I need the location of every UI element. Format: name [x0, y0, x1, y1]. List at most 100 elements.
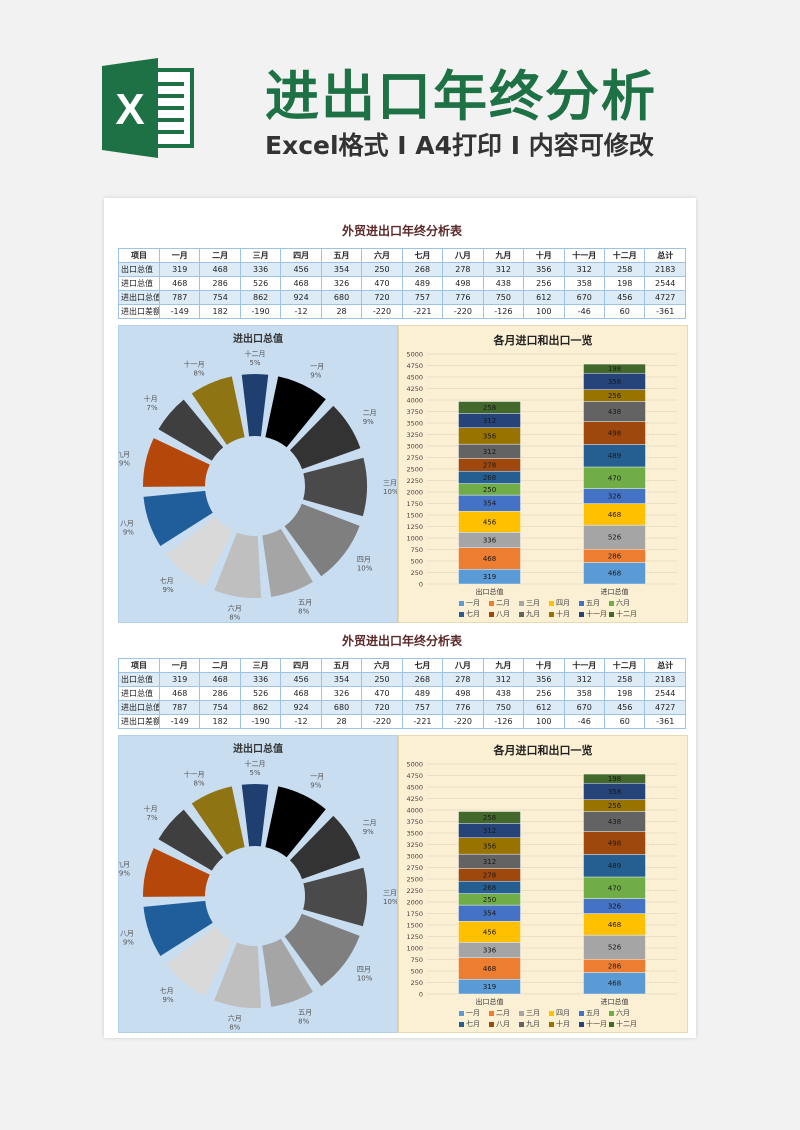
legend-item: 七月: [459, 1019, 489, 1030]
y-tick-label: 3500: [406, 420, 423, 428]
table-row: 进出口差额 -149 182 -190 -12 28 -220 -221 -220 -126 100…: [118, 304, 686, 319]
legend-label: 三月: [526, 599, 540, 607]
table-cell: 进口总值: [118, 276, 160, 291]
table-cell: 456: [603, 290, 646, 305]
y-tick-label: 2750: [406, 864, 423, 872]
table-cell: 出口总值: [118, 672, 160, 687]
legend-label: 十一月: [586, 610, 607, 618]
column-header: 十月: [523, 248, 565, 263]
table-cell: -149: [158, 304, 201, 319]
table-cell: 438: [482, 276, 525, 291]
pie-label-month: 十一月: [184, 769, 205, 778]
legend-label: 八月: [496, 610, 510, 618]
chart-title: 进出口总值: [233, 332, 283, 345]
table-cell: 319: [158, 262, 201, 277]
bar-data-label: 354: [483, 910, 497, 918]
legend-item: 八月: [489, 1019, 519, 1030]
table-cell: 612: [523, 290, 565, 305]
data-table: 项目 一月 二月 三月 四月 五月 六月 七月 八月 九月 十月 十一月 十二月 总计 出口总值 319 46…: [118, 248, 686, 319]
bar-data-label: 468: [483, 965, 496, 973]
pie-slice: [143, 900, 213, 956]
table-cell: -221: [401, 714, 444, 729]
y-tick-label: 4750: [406, 362, 423, 370]
y-tick-label: 250: [411, 569, 423, 577]
legend-label: 十二月: [616, 1020, 637, 1028]
table-cell: 680: [320, 290, 363, 305]
legend-label: 四月: [556, 599, 570, 607]
pie-label-percent: 10%: [357, 565, 373, 573]
table-cell: 862: [239, 700, 282, 715]
chart-title: 各月进口和出口一览: [493, 743, 593, 757]
y-tick-label: 2250: [406, 887, 423, 895]
pie-label-month: 四月: [357, 966, 371, 974]
bar-data-label: 489: [608, 452, 621, 460]
pie-slice: [143, 490, 213, 546]
legend-item: 六月: [609, 1008, 639, 1019]
table-cell: -126: [482, 304, 525, 319]
table-cell: 2183: [644, 672, 686, 687]
pie-label-month: 一月: [310, 773, 324, 781]
y-tick-label: 5000: [406, 351, 423, 359]
table-cell: 526: [239, 686, 282, 701]
pie-label-month: 四月: [357, 556, 371, 564]
legend-swatch: [549, 1010, 554, 1016]
bar-data-label: 250: [483, 896, 496, 904]
table-cell: 612: [523, 700, 565, 715]
pie-label-month: 三月: [383, 889, 397, 897]
pie-label-month: 五月: [298, 1008, 312, 1016]
y-tick-label: 1500: [406, 512, 423, 520]
y-tick-label: 1000: [406, 945, 423, 953]
legend-swatch: [459, 1010, 464, 1016]
table-cell: 2544: [644, 686, 686, 701]
legend-label: 六月: [616, 599, 630, 607]
legend-item: 九月: [519, 609, 549, 620]
legend-label: 一月: [466, 1009, 480, 1017]
table-cell: 498: [442, 276, 484, 291]
legend-swatch: [519, 611, 524, 617]
pie-label-percent: 9%: [119, 459, 130, 467]
pie-label-percent: 9%: [162, 586, 173, 594]
table-cell: 354: [320, 262, 363, 277]
table-cell: 787: [158, 700, 201, 715]
legend-swatch: [609, 1010, 614, 1016]
y-tick-label: 3250: [406, 841, 423, 849]
column-header: 项目: [118, 248, 160, 263]
bar-data-label: 256: [608, 392, 622, 400]
bar-segment: [583, 363, 646, 374]
y-tick-label: 4250: [406, 795, 423, 803]
bar-data-label: 356: [483, 842, 497, 850]
table-cell: 312: [482, 262, 525, 277]
legend-swatch: [579, 600, 584, 606]
pie-label-percent: 5%: [249, 769, 260, 777]
pie-label-percent: 9%: [119, 869, 130, 877]
y-tick-label: 1000: [406, 535, 423, 543]
table-cell: -126: [482, 714, 525, 729]
bar-data-label: 489: [608, 862, 621, 870]
bar-data-label: 312: [483, 827, 496, 835]
bar-data-label: 312: [483, 448, 496, 456]
table-cell: -221: [401, 304, 444, 319]
bar-chart-panel: 各月进口和出口一览 0 250 500 750 1000 1250 1500 1750 2000 2…: [398, 735, 688, 1033]
table-cell: 750: [482, 700, 525, 715]
chart-title: 各月进口和出口一览: [493, 333, 593, 347]
table-cell: 268: [401, 672, 444, 687]
pie-slice: [241, 374, 269, 437]
header: X 进出口年终分析 Excel格式 I A4打印 I 内容可修改: [0, 0, 800, 190]
y-tick-label: 1250: [406, 933, 423, 941]
table-cell: 670: [563, 700, 605, 715]
bar-data-label: 286: [608, 962, 622, 970]
bar-segment: [458, 811, 521, 824]
legend-item: 十一月: [579, 1019, 609, 1030]
table-row: 出口总值 319 468 336 456 354 250 268 278 312 356 312 258…: [118, 672, 686, 687]
table-cell: 2183: [644, 262, 686, 277]
table-row: 进出口总值 787 754 862 924 680 720 757 776 750 612 670 45…: [118, 700, 686, 715]
bar-data-label: 336: [483, 537, 497, 545]
table-cell: 754: [199, 700, 241, 715]
table-cell: 286: [199, 686, 241, 701]
table-cell: 182: [199, 714, 241, 729]
bar-data-label: 356: [483, 432, 497, 440]
column-header: 一月: [158, 248, 201, 263]
pie-label-percent: 10%: [383, 488, 397, 496]
x-tick-label: 进口总值: [601, 587, 629, 596]
pie-label-percent: 9%: [310, 372, 321, 380]
